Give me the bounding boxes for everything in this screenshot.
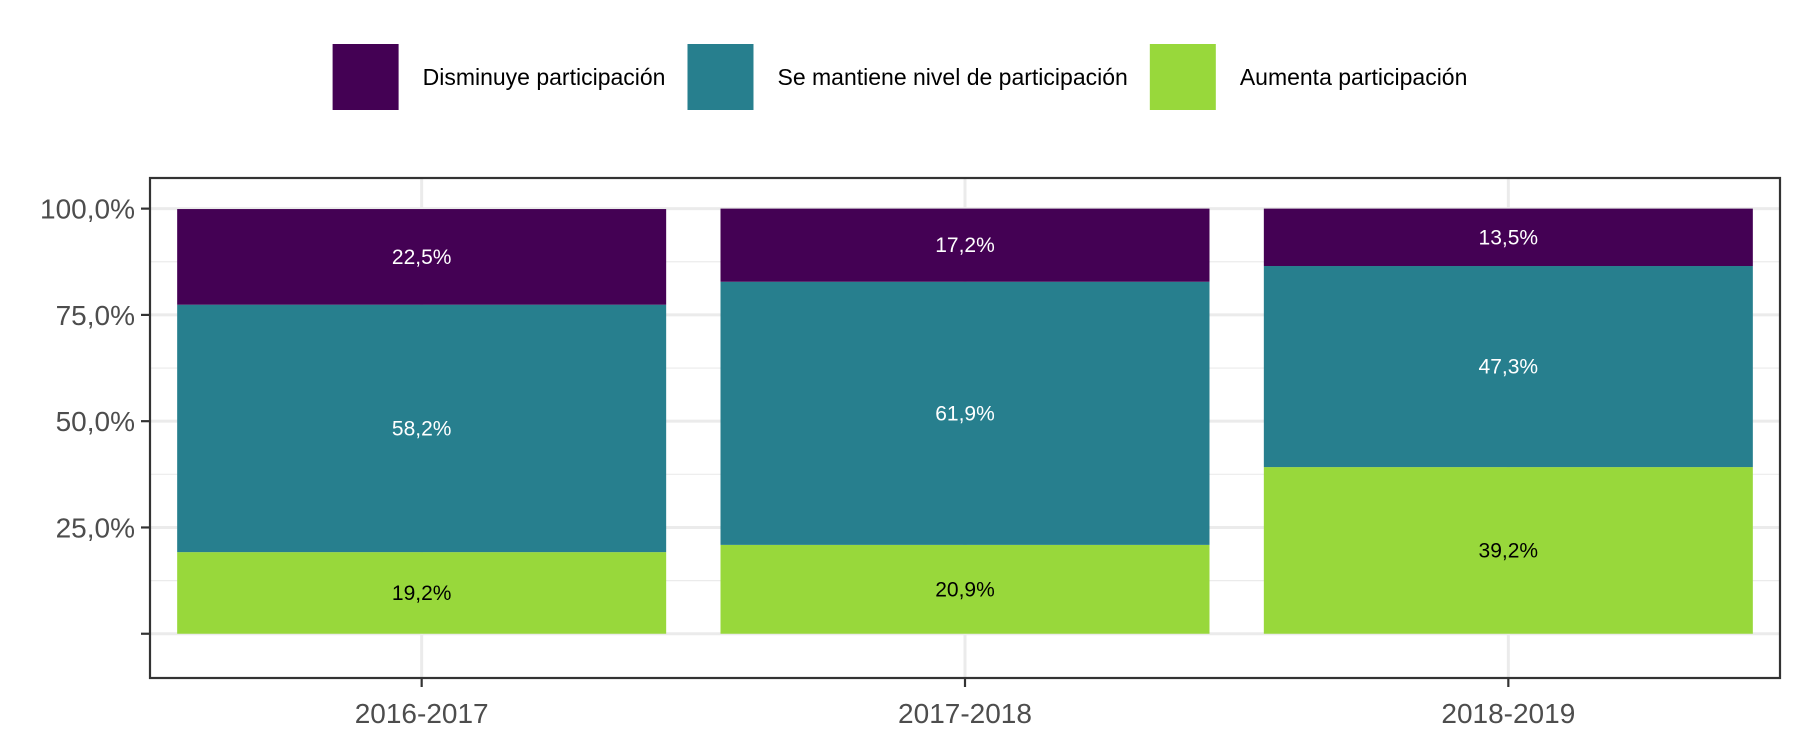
y-tick-label: 100,0% [40, 194, 135, 225]
y-tick-label: 50,0% [56, 406, 135, 437]
y-tick-label: 75,0% [56, 300, 135, 331]
data-label: 13,5% [1479, 226, 1539, 249]
y-tick-label: 25,0% [56, 512, 135, 543]
x-tick-label: 2018-2019 [1441, 698, 1575, 729]
bar-segment [1263, 467, 1753, 634]
legend: Disminuye participación Se mantiene nivel… [332, 44, 1468, 110]
legend-label: Disminuye participación [423, 64, 666, 90]
bar-segment [177, 304, 667, 553]
data-label: 61,9% [935, 402, 995, 425]
legend-label: Aumenta participación [1240, 64, 1468, 90]
bar-segment [720, 208, 1210, 282]
data-label: 39,2% [1479, 539, 1539, 562]
bar-segment [720, 544, 1210, 634]
data-labels: 19,2% 58,2% 22,5% 20,9% 61,9% 17,2% 39,2% 47,3%… [392, 226, 1538, 605]
x-axis: 2016-2017 2017-2018 2018-2019 [355, 678, 1575, 729]
x-tick-label: 2016-2017 [355, 698, 489, 729]
data-label: 58,2% [392, 417, 452, 440]
data-label: 20,9% [935, 578, 995, 601]
bar-segment [1263, 208, 1753, 267]
y-axis: 25,0% 50,0% 75,0% 100,0% [40, 194, 150, 635]
data-label: 17,2% [935, 234, 995, 257]
x-tick-label: 2017-2018 [898, 698, 1032, 729]
legend-swatch [332, 44, 399, 110]
bar-segment [1263, 266, 1753, 468]
data-label: 22,5% [392, 246, 452, 269]
bar-segment [177, 209, 667, 305]
legend-swatch [687, 44, 754, 110]
bar-segment [720, 281, 1210, 545]
legend-swatch [1149, 44, 1216, 110]
data-label: 19,2% [392, 582, 452, 605]
data-label: 47,3% [1479, 356, 1539, 379]
legend-label: Se mantiene nivel de participación [777, 64, 1127, 90]
bar-segment [177, 552, 667, 634]
bars [177, 208, 1753, 634]
